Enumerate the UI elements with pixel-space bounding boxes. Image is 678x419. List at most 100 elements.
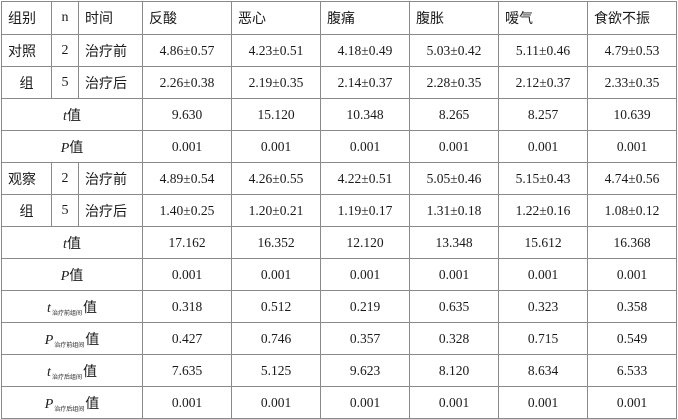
- table-cell: 4.86±0.57: [142, 34, 232, 67]
- between-before-t-row: t治疗前组间值 0.318 0.512 0.219 0.635 0.323 0.…: [1, 290, 677, 323]
- table-cell: 0.549: [587, 322, 677, 355]
- header-symptom: 恶心: [231, 1, 321, 35]
- table-cell: 0.318: [142, 290, 232, 323]
- table-cell: 4.23±0.51: [231, 34, 321, 67]
- between-after-t-row: t治疗后组间值 7.635 5.125 9.623 8.120 8.634 6.…: [1, 354, 677, 387]
- between-before-p-label: P治疗前组间值: [1, 322, 143, 355]
- table-cell: 5.15±0.43: [498, 162, 588, 195]
- table-cell: 5.03±0.42: [409, 34, 499, 67]
- table-cell: 15.612: [498, 226, 588, 259]
- table-cell: 1.19±0.17: [320, 194, 410, 227]
- observation-n: 2: [51, 162, 79, 195]
- table-cell: 13.348: [409, 226, 499, 259]
- table-cell: 0.715: [498, 322, 588, 355]
- table-cell: 4.89±0.54: [142, 162, 232, 195]
- observation-t-label: t值: [1, 226, 143, 259]
- table-cell: 2.26±0.38: [142, 66, 232, 99]
- header-symptom: 腹痛: [320, 1, 410, 35]
- table-cell: 6.533: [587, 354, 677, 387]
- table-cell: 1.40±0.25: [142, 194, 232, 227]
- control-t-label: t值: [1, 98, 143, 131]
- table-cell: 16.352: [231, 226, 321, 259]
- table-cell: 0.001: [231, 130, 321, 163]
- table-cell: 0.357: [320, 322, 410, 355]
- table-cell: 0.001: [587, 258, 677, 291]
- table-cell: 2.33±0.35: [587, 66, 677, 99]
- observation-p-row: P值 0.001 0.001 0.001 0.001 0.001 0.001: [1, 258, 677, 291]
- table-cell: 10.348: [320, 98, 410, 131]
- header-group: 组别: [1, 1, 52, 35]
- between-after-t-label: t治疗后组间值: [1, 354, 143, 387]
- observation-n-cont: 5: [51, 194, 79, 227]
- table-cell: 0.323: [498, 290, 588, 323]
- table-cell: 1.31±0.18: [409, 194, 499, 227]
- table-cell: 0.746: [231, 322, 321, 355]
- table-cell: 7.635: [142, 354, 232, 387]
- table-cell: 0.512: [231, 290, 321, 323]
- table-cell: 9.630: [142, 98, 232, 131]
- table-cell: 0.001: [320, 258, 410, 291]
- header-symptom: 食欲不振: [587, 1, 677, 35]
- table-cell: 4.26±0.55: [231, 162, 321, 195]
- control-n-cont: 5: [51, 66, 79, 99]
- header-n: n: [51, 1, 79, 35]
- control-n: 2: [51, 34, 79, 67]
- table-cell: 2.28±0.35: [409, 66, 499, 99]
- between-before-t-label: t治疗前组间值: [1, 290, 143, 323]
- time-after-label: 治疗后: [78, 66, 143, 99]
- observation-before-row: 观察 2 治疗前 4.89±0.54 4.26±0.55 4.22±0.51 5…: [1, 162, 677, 195]
- table-cell: 15.120: [231, 98, 321, 131]
- control-before-row: 对照 2 治疗前 4.86±0.57 4.23±0.51 4.18±0.49 5…: [1, 34, 677, 67]
- table-cell: 0.001: [409, 258, 499, 291]
- header-symptom: 反酸: [142, 1, 232, 35]
- table-cell: 8.120: [409, 354, 499, 387]
- table-cell: 9.623: [320, 354, 410, 387]
- table-cell: 2.19±0.35: [231, 66, 321, 99]
- table-cell: 8.265: [409, 98, 499, 131]
- control-p-label: P值: [1, 130, 143, 163]
- table-cell: 4.79±0.53: [587, 34, 677, 67]
- time-after-label: 治疗后: [78, 194, 143, 227]
- table-cell: 8.257: [498, 98, 588, 131]
- table-cell: 2.12±0.37: [498, 66, 588, 99]
- table-cell: 0.001: [231, 258, 321, 291]
- table-cell: 0.001: [498, 130, 588, 163]
- table-cell: 1.22±0.16: [498, 194, 588, 227]
- table-cell: 1.08±0.12: [587, 194, 677, 227]
- table-cell: 0.328: [409, 322, 499, 355]
- observation-after-row: 组 5 治疗后 1.40±0.25 1.20±0.21 1.19±0.17 1.…: [1, 194, 677, 227]
- header-row: 组别 n 时间 反酸 恶心 腹痛 腹胀 嗳气 食欲不振: [1, 1, 677, 35]
- table-cell: 0.427: [142, 322, 232, 355]
- time-before-label: 治疗前: [78, 34, 143, 67]
- table-cell: 0.001: [142, 258, 232, 291]
- table-cell: 0.001: [142, 130, 232, 163]
- table-cell: 0.358: [587, 290, 677, 323]
- table-cell: 0.219: [320, 290, 410, 323]
- table-cell: 0.001: [587, 130, 677, 163]
- control-after-row: 组 5 治疗后 2.26±0.38 2.19±0.35 2.14±0.37 2.…: [1, 66, 677, 99]
- table-cell: 4.22±0.51: [320, 162, 410, 195]
- header-time: 时间: [78, 1, 143, 35]
- observation-p-label: P值: [1, 258, 143, 291]
- table-cell: 17.162: [142, 226, 232, 259]
- table-cell: 0.001: [409, 130, 499, 163]
- table-cell: 16.368: [587, 226, 677, 259]
- observation-t-row: t值 17.162 16.352 12.120 13.348 15.612 16…: [1, 226, 677, 259]
- table-cell: 4.18±0.49: [320, 34, 410, 67]
- table-cell: 0.001: [498, 258, 588, 291]
- table-cell: 5.05±0.46: [409, 162, 499, 195]
- table-cell: 0.001: [320, 130, 410, 163]
- observation-group-label: 观察: [1, 162, 52, 195]
- between-before-p-row: P治疗前组间值 0.427 0.746 0.357 0.328 0.715 0.…: [1, 322, 677, 355]
- table-cell: 5.11±0.46: [498, 34, 588, 67]
- table-cell: 0.635: [409, 290, 499, 323]
- table-cell: 1.20±0.21: [231, 194, 321, 227]
- table-cell: 4.74±0.56: [587, 162, 677, 195]
- table-cell: 8.634: [498, 354, 588, 387]
- header-symptom: 嗳气: [498, 1, 588, 35]
- header-symptom: 腹胀: [409, 1, 499, 35]
- time-before-label: 治疗前: [78, 162, 143, 195]
- control-t-row: t值 9.630 15.120 10.348 8.265 8.257 10.63…: [1, 98, 677, 131]
- control-p-row: P值 0.001 0.001 0.001 0.001 0.001 0.001: [1, 130, 677, 163]
